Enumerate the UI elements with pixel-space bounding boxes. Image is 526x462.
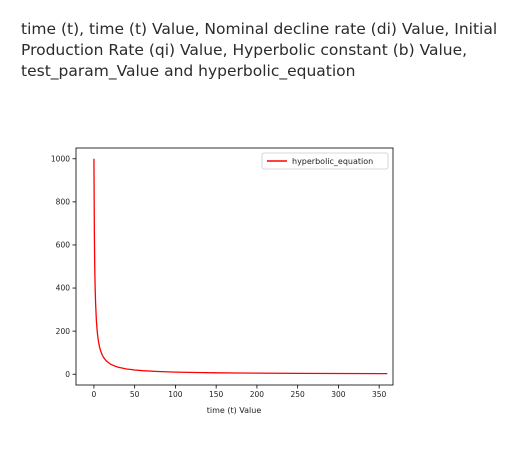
- x-tick-label: 50: [130, 390, 140, 399]
- y-tick-label: 200: [56, 327, 71, 336]
- legend[interactable]: hyperbolic_equation: [261, 152, 389, 170]
- y-tick-label: 800: [56, 198, 71, 207]
- y-tick-label: 1000: [51, 154, 70, 163]
- plot-area: [75, 147, 394, 386]
- legend-label: hyperbolic_equation: [292, 157, 373, 166]
- x-ticks: 0 50 100 150 200 250 300 350: [92, 385, 387, 399]
- x-tick-label: 350: [372, 390, 387, 399]
- series-line-hyperbolic-equation: [93, 158, 388, 375]
- y-tick-label: 400: [56, 284, 71, 293]
- chart-heading: time (t), time (t) Value, Nominal declin…: [21, 20, 498, 80]
- x-tick-label: 250: [290, 390, 305, 399]
- y-tick-label: 0: [65, 370, 70, 379]
- x-tick-label: 300: [331, 390, 346, 399]
- x-tick-label: 0: [92, 390, 97, 399]
- legend-box: [261, 152, 389, 170]
- y-tick-label: 600: [56, 241, 71, 250]
- x-tick-label: 200: [250, 390, 265, 399]
- x-tick-label: 100: [168, 390, 183, 399]
- x-tick-label: 150: [209, 390, 224, 399]
- x-axis-label: time (t) Value: [207, 406, 262, 415]
- y-ticks: 0 200 400 600 800 1000: [51, 154, 76, 379]
- line-chart: 0 50 100 150 200 250 300 350 02004006008001000 …: [51, 147, 394, 415]
